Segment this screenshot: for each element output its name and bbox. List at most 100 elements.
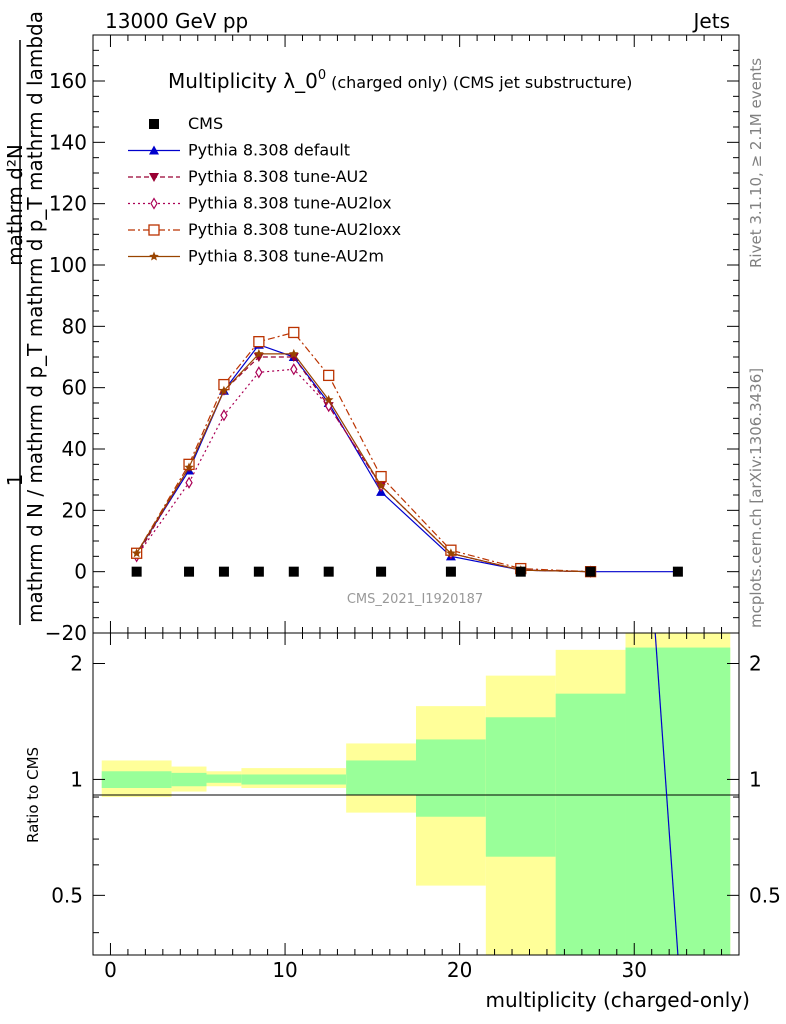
main-panel: −20 0 20 40 60 80 100 120 140 160 CMS_2021_I19201…	[45, 34, 740, 645]
main-y-axis-label: mathrm d²N 1 mathrm d N / mathrm d p_T m…	[3, 11, 47, 625]
data-point	[185, 476, 193, 489]
ratio-y-tick-label: 2	[70, 651, 83, 675]
ratio-band-inner	[101, 771, 172, 788]
data-point	[376, 480, 386, 490]
data-point	[255, 366, 263, 379]
main-y-tick-label: 120	[49, 192, 87, 216]
data-point	[672, 566, 683, 577]
data-point	[131, 566, 142, 577]
legend-label: Pythia 8.308 default	[188, 141, 350, 160]
rivet-version-label: Rivet 3.1.10, ≥ 2.1M events	[747, 58, 765, 268]
series-line	[136, 353, 591, 573]
data-point	[288, 353, 299, 362]
data-point	[218, 566, 229, 577]
header-right-label: Jets	[692, 9, 730, 33]
data-point	[288, 326, 300, 339]
chart-subtitle: (charged only) (CMS jet substructure)	[331, 73, 632, 92]
main-y-tick-label: 140	[49, 130, 87, 154]
legend-label: CMS	[188, 114, 223, 133]
chart-title-main: Multiplicity λ_0	[168, 69, 318, 93]
data-point	[446, 548, 456, 558]
main-y-tick-label: 0	[74, 560, 87, 584]
series-line	[136, 343, 678, 573]
data-point	[445, 566, 456, 577]
legend-marker	[149, 173, 159, 182]
data-point	[253, 566, 264, 577]
data-point	[253, 336, 265, 348]
legend-label: Pythia 8.308 tune-AU2m	[188, 247, 384, 266]
chart-title-sup: 0	[318, 68, 326, 83]
data-point	[184, 462, 194, 472]
ratio-band-inner	[346, 760, 416, 796]
data-point	[515, 566, 526, 577]
ratio-series-line	[654, 632, 679, 956]
data-point	[219, 385, 229, 395]
ratio-y-tick-label-right: 0.5	[749, 883, 781, 907]
main-y-tick-label: 80	[62, 314, 87, 338]
legend: CMS Pythia 8.308 default Pythia 8.308 tune…	[128, 114, 401, 266]
data-point	[220, 409, 228, 422]
data-point	[288, 566, 299, 577]
data-point	[253, 353, 264, 362]
main-y-tick-label: 100	[49, 253, 87, 277]
data-point	[325, 399, 333, 413]
x-tick-label: 0	[104, 958, 117, 982]
main-y-tick-label: 60	[62, 376, 87, 400]
data-point	[289, 348, 299, 358]
main-y-tick-label: 40	[62, 437, 87, 461]
data-point	[254, 348, 264, 358]
ratio-y-ticks: 0.5 0.5 1 1 2 2	[51, 651, 781, 934]
ratio-band-inner	[171, 772, 207, 787]
legend-marker	[149, 251, 159, 261]
legend-marker	[148, 224, 160, 236]
ratio-y-tick-label: 0.5	[51, 883, 83, 907]
ratio-panel: 0.5 0.5 1 1 2 2 0 10 20 30 Ratio to CMS multipli…	[24, 35, 781, 1012]
x-axis-label: multiplicity (charged-only)	[485, 988, 750, 1012]
header-left-label: 13000 GeV pp	[105, 9, 248, 33]
ratio-band-inner	[555, 693, 626, 955]
main-y-tick-label: 20	[62, 498, 87, 522]
legend-label: Pythia 8.308 tune-AU2lox	[188, 194, 392, 213]
legend-marker	[150, 197, 158, 210]
main-y-tick-label: −20	[45, 621, 87, 645]
ratio-y-tick-label-right: 2	[749, 651, 762, 675]
data-point	[323, 369, 335, 382]
ratio-y-tick-label: 1	[70, 767, 83, 791]
ratio-bands	[101, 633, 731, 955]
x-tick-label: 30	[622, 958, 647, 982]
y-label-numerator: mathrm d²N	[3, 144, 27, 266]
legend-marker	[149, 145, 159, 155]
ratio-y-axis-label: Ratio to CMS	[24, 747, 42, 843]
y-label-top: 1	[3, 474, 27, 487]
data-point	[323, 394, 334, 404]
data-point	[184, 566, 195, 577]
data-point	[290, 363, 298, 376]
x-tick-label: 20	[447, 958, 472, 982]
ratio-band-inner	[206, 774, 242, 783]
main-y-ticks: −20 0 20 40 60 80 100 120 140 160	[45, 49, 739, 645]
series-line	[136, 368, 591, 573]
legend-label: Pythia 8.308 tune-AU2	[188, 167, 368, 186]
x-tick-label: 10	[272, 958, 297, 982]
ratio-band-inner	[416, 739, 486, 817]
legend-label: Pythia 8.308 tune-AU2loxx	[188, 220, 401, 239]
chart-title: Multiplicity λ_00 (charged only) (CMS jet…	[168, 68, 632, 93]
series-line	[136, 356, 591, 573]
ratio-series-group	[654, 632, 679, 956]
ratio-band-inner	[241, 774, 347, 785]
main-series-group	[130, 326, 683, 578]
ratio-band-inner	[485, 717, 556, 857]
main-y-tick-label: 160	[49, 69, 87, 93]
ratio-band-inner	[625, 647, 731, 955]
ratio-y-tick-label-right: 1	[749, 767, 762, 791]
data-point	[323, 566, 334, 577]
ratio-frame	[92, 632, 740, 956]
series-line	[136, 331, 591, 573]
legend-marker	[149, 119, 159, 129]
data-point	[376, 566, 387, 577]
chart-watermark: CMS_2021_I1920187	[347, 592, 483, 607]
mcplots-label: mcplots.cern.ch [arXiv:1306.3436]	[747, 368, 765, 628]
x-ticks: 0 10 20 30	[104, 35, 723, 982]
data-point	[131, 548, 142, 558]
